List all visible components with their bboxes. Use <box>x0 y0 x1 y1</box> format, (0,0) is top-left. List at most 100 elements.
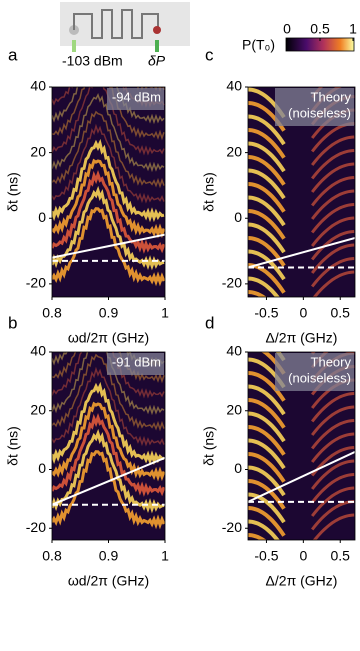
x-tick-label: 0.9 <box>99 548 119 564</box>
fringe <box>311 243 355 274</box>
fringe <box>248 155 286 186</box>
frame <box>247 86 356 298</box>
fringe <box>248 168 286 200</box>
annotation: Theory <box>311 354 352 369</box>
y-tick-label: 40 <box>226 78 242 94</box>
fringe <box>52 352 165 399</box>
fringe <box>248 209 286 240</box>
panel: Theory(noiseless) -20 0 20 40 -0.5 0 0.5 Δ/2π (G… <box>201 45 356 346</box>
x-tick-label: 0.8 <box>42 548 62 564</box>
panel-label: d <box>205 313 214 332</box>
fringe <box>311 446 355 477</box>
fringe <box>52 450 165 530</box>
x-axis-label: ωd/2π (GHz) <box>68 330 149 346</box>
fringe <box>52 87 165 125</box>
fringe <box>248 506 286 537</box>
fringe <box>52 366 165 447</box>
y-axis-label: δt (ns) <box>5 426 21 466</box>
inset-label: δP <box>148 53 166 69</box>
y-tick-label: 40 <box>30 78 46 94</box>
fringe <box>52 412 165 497</box>
annotation: -91 dBm <box>112 354 161 369</box>
y-tick-label: 40 <box>226 343 242 359</box>
y-tick-label: 40 <box>30 343 46 359</box>
fringe <box>248 290 267 297</box>
fringe <box>311 432 355 463</box>
annotation-box <box>275 88 354 126</box>
x-tick-label: 0.5 <box>331 548 351 564</box>
fringe <box>248 479 286 510</box>
fringe <box>311 486 355 517</box>
fringe <box>52 381 165 466</box>
annotation-box <box>107 88 164 110</box>
fringe <box>52 158 165 239</box>
y-tick-label: 20 <box>30 143 46 159</box>
colorbar-tick-label: 0 <box>283 21 291 37</box>
fringe <box>311 459 355 490</box>
fringe <box>311 135 355 166</box>
fringe <box>248 533 267 540</box>
y-axis-label: δt (ns) <box>201 426 217 466</box>
panel: -94 dBm -20 0 20 40 0.8 0.9 1 ωd/2π (GHz) δt (ns)… <box>5 45 169 346</box>
fringe <box>248 182 286 213</box>
fringe <box>311 189 355 220</box>
guide-line <box>52 456 165 506</box>
x-tick-label: 0 <box>299 305 307 321</box>
fringe <box>312 270 355 297</box>
fringe <box>311 257 355 288</box>
y-axis-label: δt (ns) <box>201 172 217 212</box>
fringe <box>52 207 165 287</box>
x-tick-label: -0.5 <box>254 305 278 321</box>
y-tick-label: -20 <box>26 519 46 535</box>
x-tick-label: 0 <box>299 548 307 564</box>
annotation: (noiseless) <box>288 105 351 120</box>
x-tick-label: 0.8 <box>42 305 62 321</box>
resonator <box>73 9 159 39</box>
fringe <box>311 392 355 423</box>
guide-line <box>52 233 165 259</box>
fringe <box>248 384 286 416</box>
fringe <box>311 500 355 531</box>
panel: -91 dBm -20 0 20 40 0.8 0.9 1 ωd/2π (GHz) δt (ns)… <box>5 313 169 588</box>
y-tick-label: 0 <box>38 209 46 225</box>
y-tick-label: -20 <box>222 275 242 291</box>
y-tick-label: 0 <box>234 460 242 476</box>
fringe <box>312 513 355 540</box>
fringe <box>52 87 165 141</box>
fringe <box>52 401 165 482</box>
y-tick-label: 20 <box>30 401 46 417</box>
x-tick-label: -0.5 <box>254 548 278 564</box>
fringe <box>248 411 286 443</box>
colorbar-tick-label: 1 <box>349 21 357 37</box>
fringe <box>52 110 165 189</box>
fringe <box>248 398 286 429</box>
colorbar-label: P(T₀) <box>242 37 275 53</box>
colorbar: P(T₀) 0 0.5 1 <box>242 21 357 53</box>
annotation: Theory <box>311 89 352 104</box>
inset-diagram: -103 dBm δP <box>60 2 190 69</box>
heatmap-bg <box>52 352 165 540</box>
colorbar-ticks: 0 0.5 1 <box>283 21 357 41</box>
y-tick-label: 20 <box>226 143 242 159</box>
fringe <box>248 438 286 470</box>
fringe <box>248 195 286 227</box>
fringe <box>248 249 286 281</box>
guide-line <box>248 236 355 269</box>
heatmap <box>52 352 165 540</box>
fringe <box>311 216 355 247</box>
fringe <box>311 176 355 207</box>
fringe <box>311 405 355 436</box>
panels: -94 dBm -20 0 20 40 0.8 0.9 1 ωd/2π (GHz) δt (ns)… <box>5 45 356 589</box>
port <box>155 40 159 52</box>
fringe <box>248 236 286 267</box>
frame <box>247 351 356 541</box>
fringe <box>248 128 286 159</box>
annotation-box <box>107 353 164 375</box>
x-axis-label: Δ/2π (GHz) <box>266 573 338 589</box>
y-tick-label: -20 <box>222 519 242 535</box>
fringe <box>248 222 286 254</box>
y-tick-label: -20 <box>26 275 46 291</box>
fringe <box>248 276 280 297</box>
x-axis-label: Δ/2π (GHz) <box>266 330 338 346</box>
